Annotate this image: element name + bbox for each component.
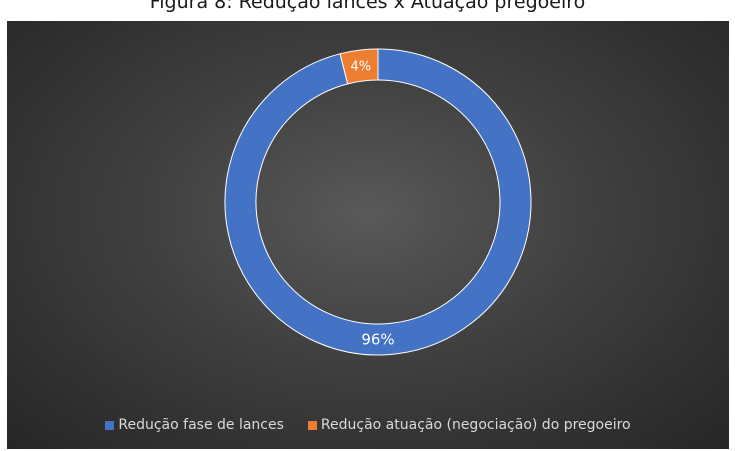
legend-label-fase-lances: Redução fase de lances	[118, 417, 284, 433]
legend-item-fase-lances: Redução fase de lances	[105, 417, 284, 433]
legend-item-atuacao-pregoeiro: Redução atuação (negociação) do pregoeir…	[307, 417, 631, 433]
data-label-atuacao-pregoeiro: 4%	[350, 60, 371, 75]
chart-legend: Redução fase de lances Redução atuação (…	[7, 408, 729, 442]
donut-slice-fase-lances	[224, 48, 532, 356]
donut-chart: 4% 96%	[224, 48, 532, 356]
legend-swatch-fase-lances	[105, 420, 115, 430]
legend-label-atuacao-pregoeiro: Redução atuação (negociação) do pregoeir…	[320, 417, 631, 433]
data-label-fase-lances: 96%	[361, 331, 394, 349]
legend-swatch-atuacao-pregoeiro	[307, 420, 317, 430]
figure-title: Figura 8: Redução lances x Atuação prego…	[149, 0, 586, 13]
chart-area: 4% 96% Redução fase de lances Redução atu…	[7, 21, 729, 449]
